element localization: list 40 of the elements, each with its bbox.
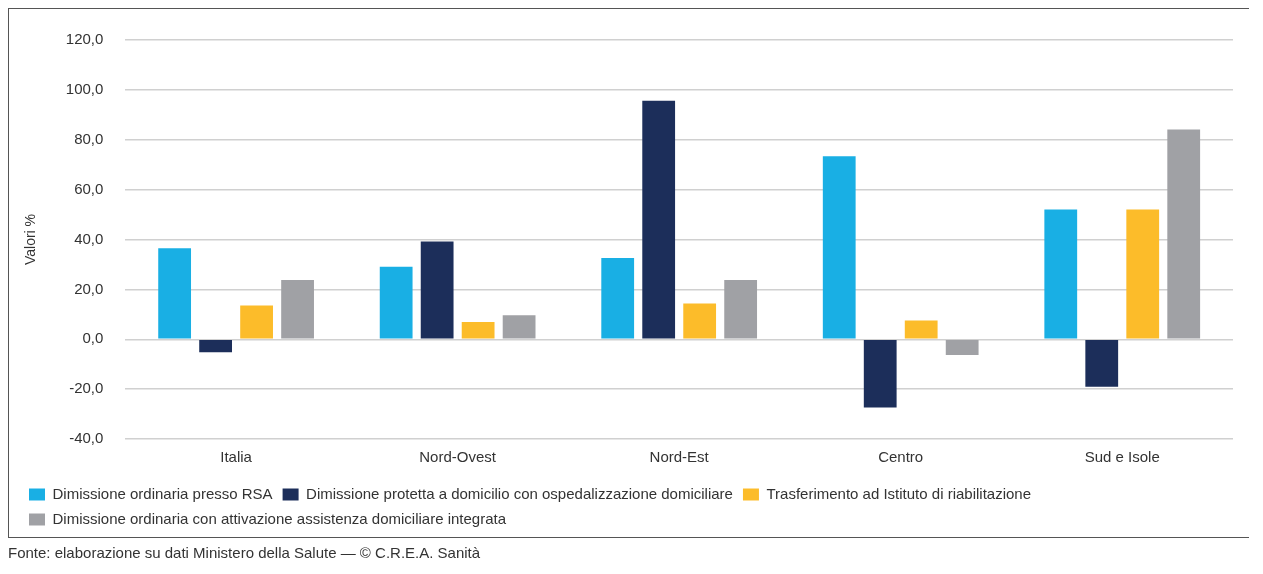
bar: [863, 340, 897, 408]
bar: [724, 279, 758, 339]
bar: [240, 305, 273, 339]
legend-label: Dimissione ordinaria con attivazione assistenza domiciliare integrata: [52, 509, 507, 527]
y-axis-title: Valori %: [22, 213, 39, 266]
bar: [1126, 209, 1160, 339]
bar: [379, 266, 413, 339]
bar: [420, 241, 454, 339]
x-tick-label: Sud e Isole: [1084, 448, 1160, 466]
bar: [1167, 129, 1201, 339]
legend-label: Trasferimento ad Istituto di riabilitazione: [766, 484, 1032, 502]
y-tick-label: 120,0: [65, 30, 104, 48]
y-tick-label: 100,0: [65, 80, 104, 98]
bar: [945, 340, 979, 355]
bar: [822, 156, 856, 339]
bar: [158, 248, 192, 339]
bar: [502, 315, 536, 339]
bar: [281, 279, 314, 339]
y-tick-label: 60,0: [74, 179, 104, 197]
y-tick-label: 40,0: [74, 229, 104, 247]
x-tick-label: Nord-Ovest: [419, 448, 497, 466]
bar: [642, 100, 676, 339]
bar: [1085, 340, 1119, 387]
y-tick-label: 0,0: [82, 329, 104, 347]
x-tick-label: Nord-Est: [649, 448, 710, 466]
bar: [601, 257, 635, 339]
bar: [683, 303, 717, 339]
x-tick-label: Italia: [220, 448, 253, 466]
y-tick-label: 20,0: [74, 279, 104, 297]
legend-label: Dimissione ordinaria presso RSA: [52, 484, 273, 502]
bar: [1044, 209, 1078, 339]
y-tick-label: 80,0: [74, 129, 104, 147]
source-note: Fonte: elaborazione su dati Ministero della Salute — © C.R.E.A. Sanità: [8, 544, 482, 561]
bar: [904, 320, 938, 339]
bar: [199, 340, 233, 353]
x-tick-label: Centro: [878, 448, 924, 466]
legend-label: Dimissione protetta a domicilio con ospedalizzazione domiciliare: [306, 484, 733, 502]
y-tick-label: -20,0: [69, 379, 104, 397]
y-tick-label: -40,0: [69, 429, 104, 447]
bar: [461, 322, 495, 339]
